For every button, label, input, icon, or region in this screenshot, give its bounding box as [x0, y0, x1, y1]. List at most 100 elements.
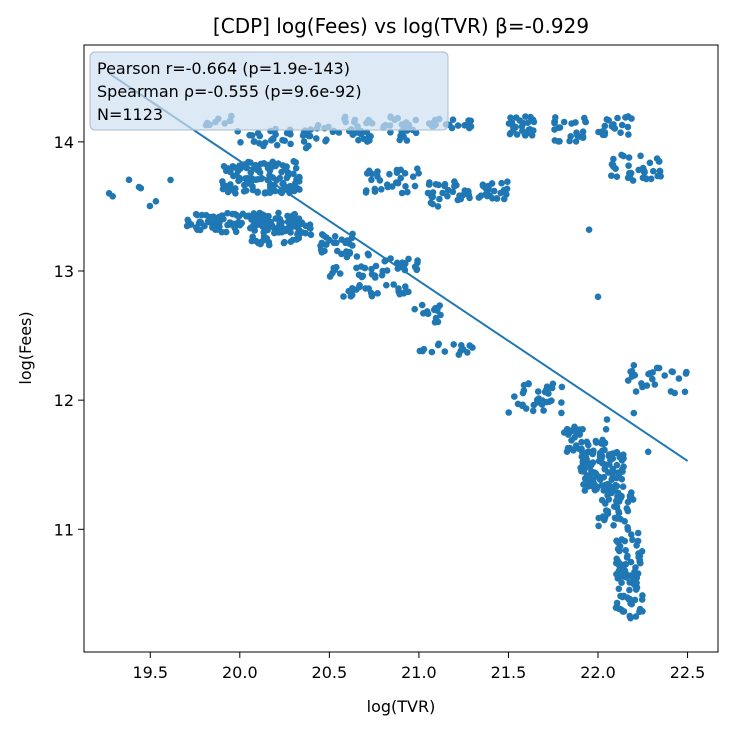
data-point — [624, 507, 632, 515]
data-point — [632, 564, 639, 571]
data-point — [395, 285, 402, 292]
data-point — [682, 370, 690, 377]
data-point — [275, 224, 283, 231]
data-point — [263, 235, 271, 242]
data-point — [167, 176, 174, 184]
data-point — [615, 545, 623, 552]
data-point — [624, 377, 632, 384]
data-point — [590, 480, 598, 487]
data-point — [305, 142, 312, 150]
data-point — [372, 262, 380, 270]
y-axis-label: log(Fees) — [16, 311, 35, 384]
data-point — [617, 494, 625, 502]
data-point — [383, 281, 390, 289]
data-point — [434, 341, 442, 349]
data-point — [637, 152, 644, 160]
data-point — [643, 175, 650, 183]
data-point — [105, 190, 113, 197]
data-point — [598, 459, 606, 467]
data-point — [656, 158, 663, 165]
data-point — [650, 167, 657, 175]
data-point — [568, 437, 575, 444]
data-point — [401, 289, 408, 296]
data-point — [618, 579, 625, 586]
data-point — [318, 239, 326, 247]
data-point — [307, 231, 315, 239]
data-point — [498, 179, 505, 187]
data-point — [244, 180, 251, 187]
data-point — [263, 189, 270, 196]
data-point — [585, 226, 593, 233]
data-point — [290, 170, 297, 178]
data-point — [414, 259, 421, 267]
data-point — [630, 409, 638, 417]
data-point — [334, 247, 341, 255]
data-point — [579, 133, 587, 140]
data-point — [638, 380, 645, 387]
data-point — [302, 229, 309, 237]
data-point — [436, 195, 443, 203]
data-point — [490, 187, 498, 195]
data-point — [371, 188, 379, 195]
data-point — [326, 236, 333, 244]
data-point — [645, 370, 652, 378]
data-point — [243, 213, 250, 220]
data-point — [209, 224, 216, 231]
data-point — [615, 585, 623, 593]
data-point — [365, 251, 372, 259]
data-point — [464, 349, 471, 356]
data-point — [414, 165, 421, 172]
data-point — [625, 154, 633, 161]
data-point — [232, 190, 239, 197]
data-point — [152, 198, 160, 205]
data-point — [624, 526, 632, 533]
data-point — [560, 429, 568, 436]
data-point — [197, 219, 205, 226]
data-point — [224, 185, 231, 193]
data-point — [524, 119, 532, 126]
data-point — [355, 271, 363, 279]
data-point — [227, 168, 234, 176]
data-point — [401, 170, 409, 177]
data-point — [333, 239, 340, 247]
data-point — [527, 113, 534, 121]
data-point — [579, 426, 586, 433]
data-point — [573, 129, 580, 136]
data-point — [600, 473, 608, 481]
data-point — [283, 163, 290, 170]
data-point — [240, 188, 248, 195]
data-point — [368, 271, 376, 278]
data-point — [636, 608, 643, 616]
data-point — [184, 216, 191, 224]
data-point — [252, 161, 259, 169]
data-point — [617, 129, 624, 136]
data-point — [197, 226, 204, 234]
data-point — [626, 586, 633, 594]
data-point — [634, 537, 642, 545]
data-point — [367, 133, 374, 140]
stats-box: Pearson r=-0.664 (p=1.9e-143) Spearman ρ… — [89, 51, 449, 131]
data-point — [578, 438, 585, 446]
n-stat: N=1123 — [97, 105, 163, 124]
data-point — [273, 141, 281, 149]
data-point — [249, 186, 257, 194]
data-point — [431, 319, 439, 326]
data-point — [295, 226, 303, 234]
data-point — [235, 213, 243, 220]
data-point — [251, 216, 259, 224]
data-point — [602, 426, 610, 433]
data-point — [630, 362, 638, 369]
data-point — [461, 122, 468, 129]
data-point — [629, 177, 637, 184]
data-point — [216, 218, 223, 226]
data-point — [510, 124, 517, 131]
data-point — [529, 407, 537, 415]
data-point — [340, 293, 347, 300]
data-point — [259, 211, 266, 218]
data-point — [291, 180, 299, 187]
data-point — [533, 399, 541, 406]
data-point — [622, 547, 629, 554]
data-point — [505, 409, 512, 416]
data-point — [376, 177, 384, 184]
data-point — [593, 472, 601, 480]
